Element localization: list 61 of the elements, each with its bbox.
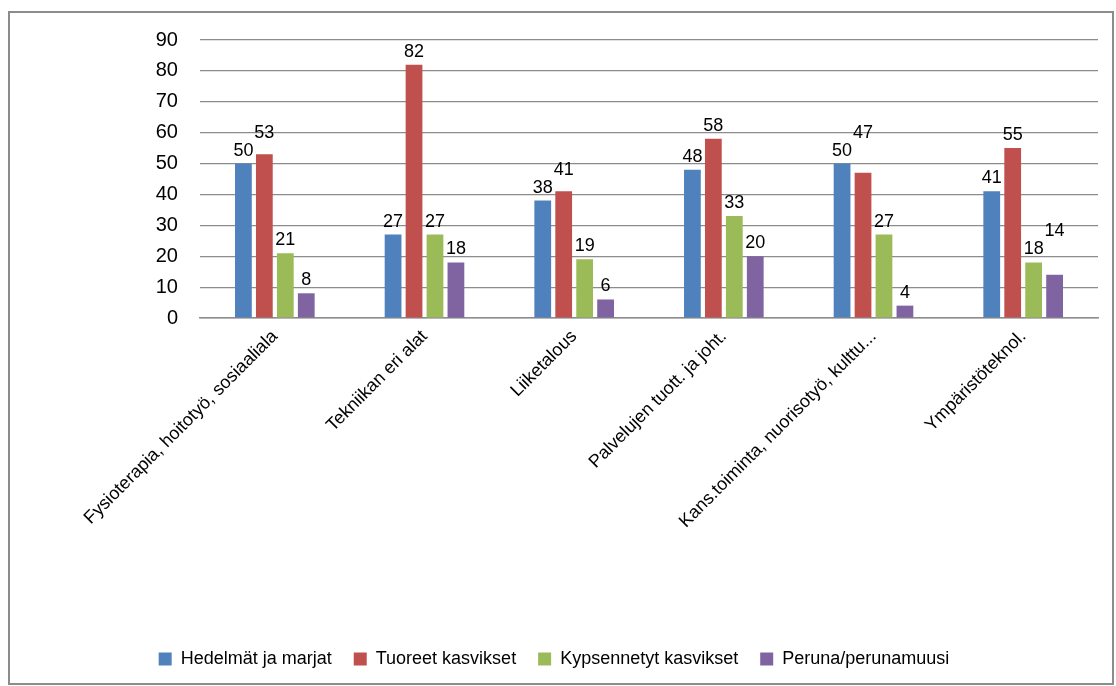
bar	[235, 163, 252, 318]
bar	[426, 234, 444, 318]
data-label: 20	[745, 232, 766, 253]
bar	[833, 163, 851, 318]
y-tick-label: 40	[155, 181, 178, 204]
data-label: 8	[301, 269, 312, 290]
bar	[983, 191, 1001, 318]
bar	[405, 64, 423, 318]
bar	[684, 169, 701, 318]
y-tick-label: 0	[166, 305, 178, 328]
data-label: 50	[233, 139, 254, 160]
bar	[875, 234, 893, 318]
data-label: 53	[254, 121, 275, 142]
data-label: 18	[1023, 238, 1044, 259]
y-tick-label: 60	[155, 120, 178, 143]
bar	[276, 253, 294, 318]
y-tick-label: 30	[155, 212, 178, 235]
data-label: 27	[383, 210, 404, 231]
data-label: 4	[899, 281, 910, 302]
data-label: 33	[724, 192, 745, 213]
y-tick-label: 20	[155, 243, 178, 266]
data-label: 41	[981, 167, 1002, 188]
data-label: 21	[275, 229, 296, 250]
data-label: 18	[445, 238, 466, 259]
bar	[297, 293, 315, 318]
bar	[534, 200, 552, 318]
data-label: 48	[682, 145, 703, 166]
bar	[1004, 148, 1022, 318]
legend-label: Tuoreet kasvikset	[375, 647, 517, 668]
bar	[576, 259, 594, 318]
legend-label: Kypsennetyt kasvikset	[560, 647, 739, 668]
bar	[746, 256, 764, 318]
legend-label: Peruna/perunamuusi	[782, 647, 950, 668]
data-label: 50	[832, 139, 853, 160]
data-label: 14	[1044, 220, 1065, 241]
data-label: 27	[873, 210, 894, 231]
data-label: 27	[424, 210, 445, 231]
y-tick-label: 50	[155, 151, 178, 174]
y-tick-label: 80	[155, 58, 178, 81]
data-label: 6	[600, 275, 611, 296]
bar	[255, 154, 273, 318]
data-label: 58	[703, 114, 724, 135]
data-label: 41	[553, 158, 574, 179]
data-label: 82	[404, 40, 425, 61]
y-tick-label: 90	[155, 27, 178, 50]
bar	[597, 299, 614, 318]
data-label: 19	[574, 235, 595, 256]
legend-label: Hedelmät ja marjat	[180, 647, 332, 668]
bar	[1025, 262, 1043, 318]
bar	[854, 172, 872, 318]
bar	[1046, 274, 1063, 318]
data-label: 38	[532, 176, 553, 197]
bar	[447, 262, 465, 318]
bar	[704, 138, 722, 318]
bar	[725, 216, 743, 318]
data-label: 55	[1002, 124, 1023, 145]
data-label: 47	[853, 121, 874, 142]
bar	[555, 191, 573, 318]
y-tick-label: 10	[155, 274, 178, 297]
y-tick-label: 70	[155, 89, 178, 112]
bar	[384, 234, 402, 318]
